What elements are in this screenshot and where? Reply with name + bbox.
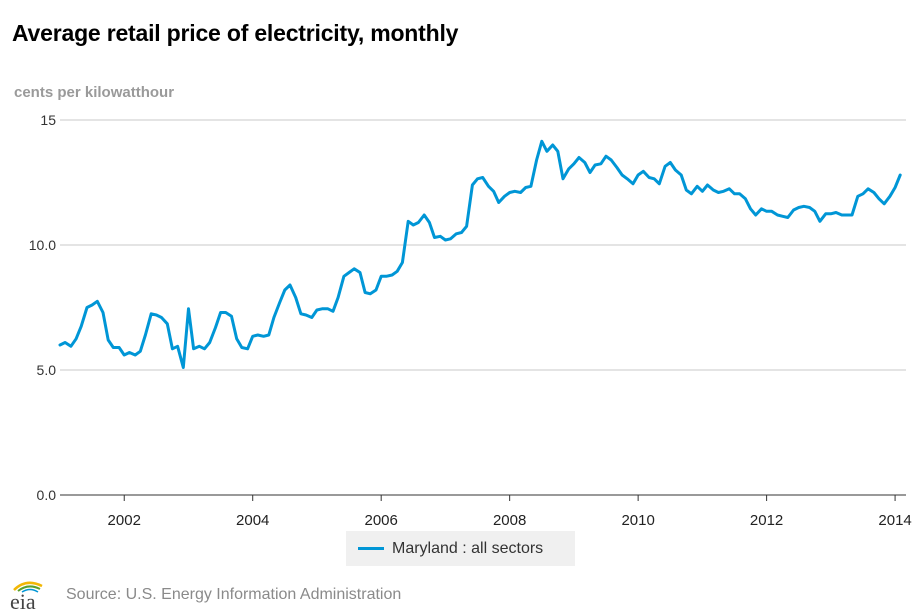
logo-leaf-arc [17, 585, 41, 592]
series-lines [58, 139, 902, 369]
gridlines [60, 119, 906, 496]
x-axis: 2002 2004 2006 2008 2010 2012 2014 [108, 495, 912, 529]
x-tick-label: 2006 [364, 512, 397, 529]
legend-label: Maryland : all sectors [392, 539, 544, 557]
y-tick-label: 10.0 [29, 237, 56, 253]
logo-sun-arc [13, 581, 43, 591]
chart-title: Average retail price of electricity, mon… [12, 20, 459, 46]
y-axis-label: cents per kilowatthour [14, 84, 175, 101]
y-tick-label: 5.0 [37, 362, 57, 378]
x-tick-label: 2008 [493, 512, 526, 529]
legend-swatch [358, 547, 384, 550]
legend[interactable]: Maryland : all sectors [346, 531, 575, 566]
series-line-maryland [58, 139, 902, 369]
y-axis-ticks: 0.0 5.0 10.0 15 [29, 112, 56, 503]
x-tick-label: 2014 [878, 512, 911, 529]
eia-logo: eia [10, 581, 43, 612]
x-tick-label: 2010 [621, 512, 654, 529]
y-tick-label: 15 [40, 112, 56, 128]
source-text: Source: U.S. Energy Information Administ… [66, 586, 402, 603]
logo-water-arc [21, 588, 39, 593]
x-tick-label: 2012 [750, 512, 783, 529]
logo-text: eia [10, 589, 36, 612]
y-tick-label: 0.0 [37, 487, 57, 503]
x-tick-label: 2002 [108, 512, 141, 529]
x-tick-label: 2004 [236, 512, 269, 529]
